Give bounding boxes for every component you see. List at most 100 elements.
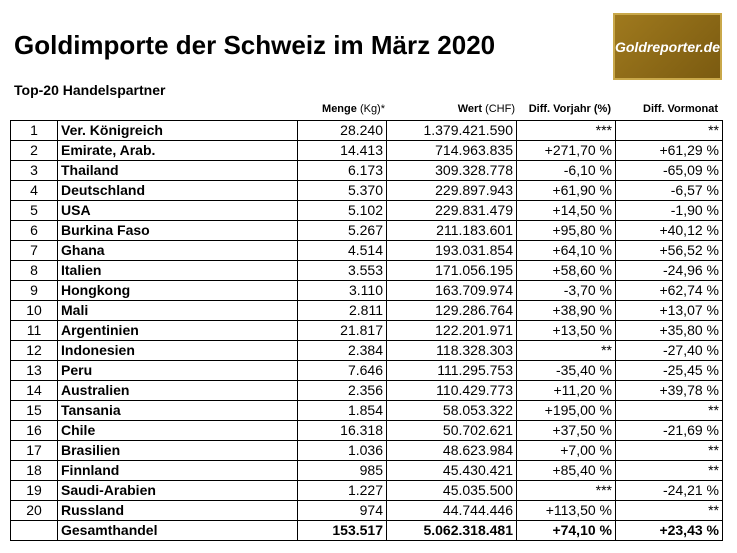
header-label: Diff. Vormonat	[643, 103, 718, 115]
cell: 58.053.322	[386, 400, 517, 421]
cell: **	[615, 500, 723, 521]
cell: 2.356	[297, 380, 387, 401]
cell: +56,52 %	[615, 240, 723, 261]
cell: 5.267	[297, 220, 387, 241]
cell: Tansania	[57, 400, 298, 421]
cell: 985	[297, 460, 387, 481]
cell: 7.646	[297, 360, 387, 381]
table-row: 1 Ver. Königreich 28.240 1.379.421.590 *** **	[10, 120, 723, 141]
cell: 714.963.835	[386, 140, 517, 161]
cell: -35,40 %	[516, 360, 616, 381]
cell: 974	[297, 500, 387, 521]
cell: +35,80 %	[615, 320, 723, 341]
cell: 129.286.764	[386, 300, 517, 321]
table-row: 7 Ghana 4.514 193.031.854 +64,10 % +56,52 %	[10, 240, 723, 261]
cell: 229.831.479	[386, 200, 517, 221]
cell: Indonesien	[57, 340, 298, 361]
cell: 15	[10, 400, 58, 421]
cell: 11	[10, 320, 58, 341]
cell: 1.227	[297, 480, 387, 501]
cell: **	[615, 460, 723, 481]
table-row: 12 Indonesien 2.384 118.328.303 ** -27,40 %	[10, 340, 723, 361]
table-row: 5 USA 5.102 229.831.479 +14,50 % -1,90 %	[10, 200, 723, 221]
cell: 1.854	[297, 400, 387, 421]
cell: 45.430.421	[386, 460, 517, 481]
header-unit: (Kg)*	[359, 103, 385, 115]
cell: +62,74 %	[615, 280, 723, 301]
cell: 4	[10, 180, 58, 201]
cell: +85,40 %	[516, 460, 616, 481]
column-header: Wert (CHF)	[458, 103, 515, 115]
cell: 2.384	[297, 340, 387, 361]
cell: Saudi-Arabien	[57, 480, 298, 501]
cell: Italien	[57, 260, 298, 281]
table-row: 9 Hongkong 3.110 163.709.974 -3,70 % +62,74 %	[10, 280, 723, 301]
cell: +195,00 %	[516, 400, 616, 421]
cell: 5.062.318.481	[386, 520, 517, 541]
cell: +37,50 %	[516, 420, 616, 441]
cell: 14	[10, 380, 58, 401]
cell: 7	[10, 240, 58, 261]
cell: 171.056.195	[386, 260, 517, 281]
cell: 16.318	[297, 420, 387, 441]
cell: Mali	[57, 300, 298, 321]
cell: +61,90 %	[516, 180, 616, 201]
cell: 21.817	[297, 320, 387, 341]
cell: 1.379.421.590	[386, 120, 517, 141]
cell: 10	[10, 300, 58, 321]
table-row: 4 Deutschland 5.370 229.897.943 +61,90 % -6,5…	[10, 180, 723, 201]
cell: Ghana	[57, 240, 298, 261]
cell: **	[516, 340, 616, 361]
table-row: 3 Thailand 6.173 309.328.778 -6,10 % -65,09 %	[10, 160, 723, 181]
cell: Thailand	[57, 160, 298, 181]
cell: +40,12 %	[615, 220, 723, 241]
cell: 50.702.621	[386, 420, 517, 441]
cell: 16	[10, 420, 58, 441]
header-label: Wert	[457, 103, 482, 115]
column-header: Diff. Vormonat	[643, 103, 718, 115]
cell: -25,45 %	[615, 360, 723, 381]
table-row: 19 Saudi-Arabien 1.227 45.035.500 *** -24,21 …	[10, 480, 723, 501]
cell: 19	[10, 480, 58, 501]
column-header: Menge (Kg)*	[322, 103, 385, 115]
table-row: 17 Brasilien 1.036 48.623.984 +7,00 % **	[10, 440, 723, 461]
subtitle: Top-20 Handelspartner	[14, 82, 166, 98]
cell: +11,20 %	[516, 380, 616, 401]
column-headers: Menge (Kg)* Wert (CHF) Diff. Vorjahr (%)…	[10, 103, 722, 119]
cell: -3,70 %	[516, 280, 616, 301]
header-label: Diff. Vorjahr (%)	[528, 103, 611, 115]
cell: +7,00 %	[516, 440, 616, 461]
cell: Deutschland	[57, 180, 298, 201]
table-row: 11 Argentinien 21.817 122.201.971 +13,50 % +3…	[10, 320, 723, 341]
cell: 1	[10, 120, 58, 141]
cell: +113,50 %	[516, 500, 616, 521]
cell: 5	[10, 200, 58, 221]
table-row: 18 Finnland 985 45.430.421 +85,40 % **	[10, 460, 723, 481]
cell: +74,10 %	[516, 520, 616, 541]
cell: 3	[10, 160, 58, 181]
cell: 163.709.974	[386, 280, 517, 301]
cell: +13,50 %	[516, 320, 616, 341]
cell: **	[615, 440, 723, 461]
table: 1 Ver. Königreich 28.240 1.379.421.590 *** **…	[10, 120, 723, 541]
header-label: Menge	[322, 103, 357, 115]
title: Goldimporte der Schweiz im März 2020	[14, 30, 496, 60]
cell: **	[615, 400, 723, 421]
cell: -21,69 %	[615, 420, 723, 441]
cell: +14,50 %	[516, 200, 616, 221]
cell: -65,09 %	[615, 160, 723, 181]
cell: 111.295.753	[386, 360, 517, 381]
cell: +271,70 %	[516, 140, 616, 161]
cell: Brasilien	[57, 440, 298, 461]
cell: 8	[10, 260, 58, 281]
table-row: 13 Peru 7.646 111.295.753 -35,40 % -25,45 %	[10, 360, 723, 381]
cell: Hongkong	[57, 280, 298, 301]
cell: 20	[10, 500, 58, 521]
cell: -6,10 %	[516, 160, 616, 181]
cell: Gesamthandel	[57, 520, 298, 541]
cell: 3.110	[297, 280, 387, 301]
cell: 309.328.778	[386, 160, 517, 181]
cell: 229.897.943	[386, 180, 517, 201]
table-row: 20 Russland 974 44.744.446 +113,50 % **	[10, 500, 723, 521]
